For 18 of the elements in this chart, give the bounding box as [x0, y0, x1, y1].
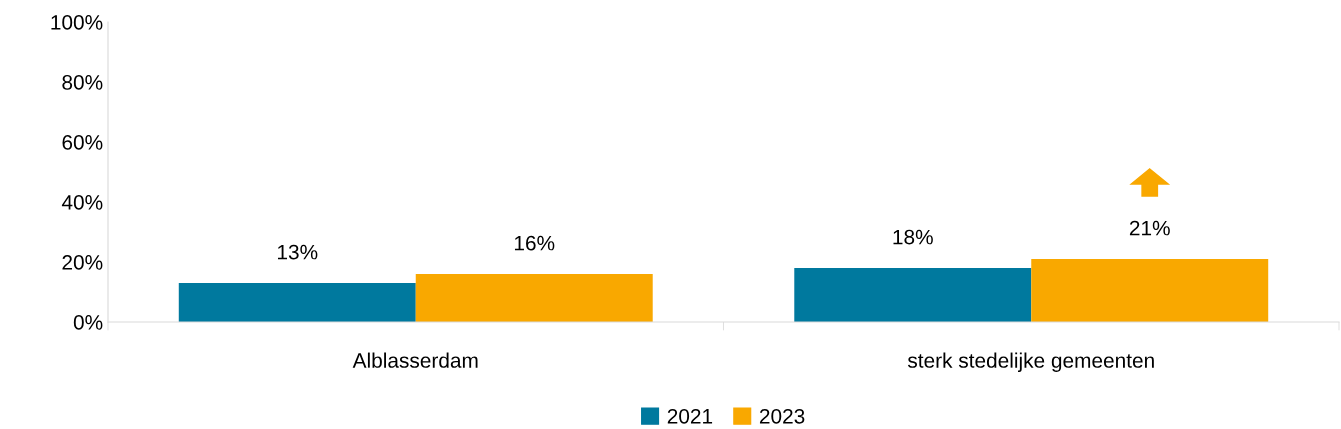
bar [415, 274, 653, 322]
y-tick-label: 40% [61, 195, 103, 210]
x-tick-label: sterk stedelijke gemeenten [907, 352, 1154, 372]
y-tick-label: 60% [62, 135, 103, 150]
data-label: 13% [278, 244, 318, 260]
y-tick-label: 100% [51, 15, 103, 30]
data-label: 21% [1129, 220, 1170, 236]
y-tick-label: 20% [62, 255, 103, 270]
x-tick-label: Alblasserdam [352, 352, 478, 368]
legend-label: 2021 [667, 408, 713, 424]
data-label: 18% [893, 229, 933, 245]
bar [794, 268, 1032, 322]
y-tick-label: 80% [62, 75, 103, 90]
y-tick-label: 0% [73, 315, 103, 330]
data-label: 16% [514, 235, 555, 251]
bar [1031, 259, 1269, 322]
legend-label: 2023 [759, 408, 805, 424]
bar [178, 283, 416, 322]
